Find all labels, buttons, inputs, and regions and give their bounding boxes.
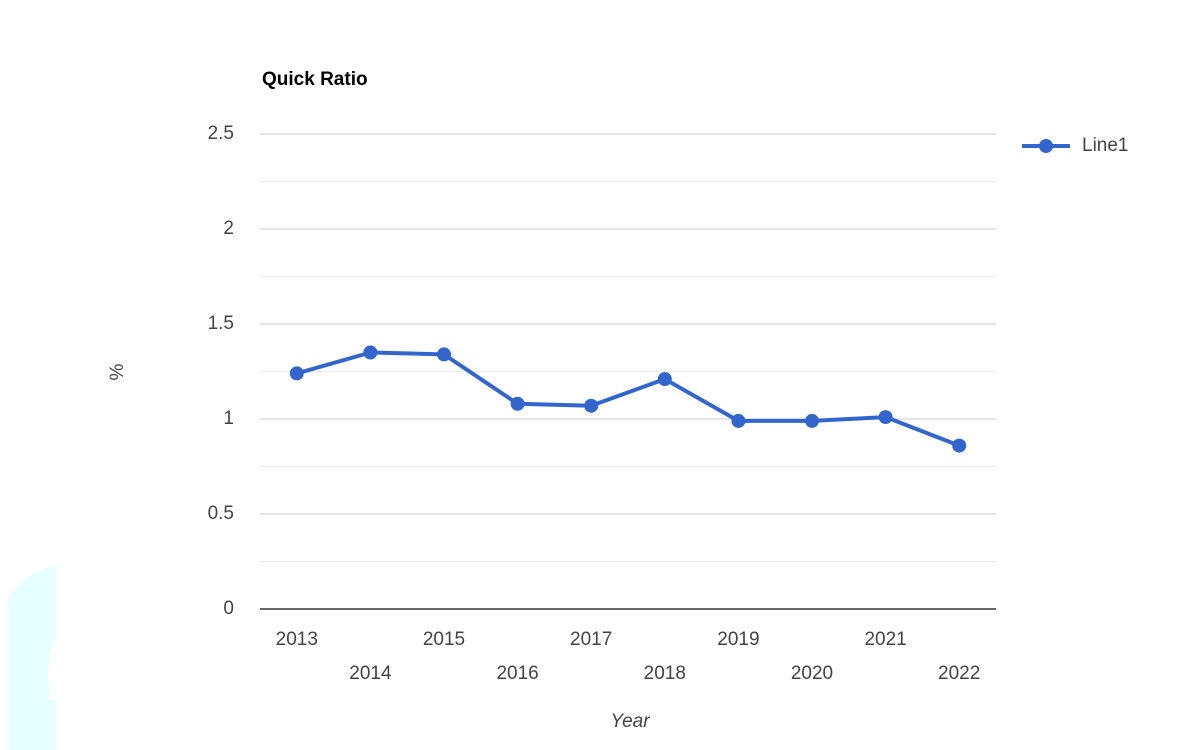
x-tick-label: 2018 — [644, 663, 686, 684]
y-tick-label: 1 — [223, 408, 234, 429]
point — [952, 438, 967, 453]
x-tick-label: 2019 — [717, 629, 759, 650]
point — [289, 366, 304, 381]
x-tick-label: 2013 — [276, 629, 318, 650]
point — [805, 413, 819, 428]
x-tick-label: 2016 — [496, 663, 538, 684]
legend-label: Line1 — [1082, 135, 1129, 156]
x-tick-label: 2017 — [570, 629, 612, 650]
point — [510, 396, 525, 411]
point — [584, 398, 599, 413]
chart-title: Quick Ratio — [262, 69, 368, 90]
point — [437, 347, 451, 362]
y-tick-label: 1.5 — [208, 313, 234, 334]
point — [363, 345, 378, 360]
x-tick-label: 2015 — [423, 629, 465, 650]
background-shape — [8, 565, 56, 750]
y-axis-label: % — [107, 363, 128, 380]
point — [731, 413, 746, 428]
line — [296, 350, 960, 448]
point — [878, 410, 893, 425]
y-tick-label: 2.5 — [208, 123, 234, 144]
legend-marker — [1039, 139, 1053, 153]
background-shape-cut — [48, 640, 56, 700]
y-tick-label: 0.5 — [208, 503, 234, 524]
y-tick-label: 2 — [223, 218, 234, 239]
x-tick-label: 2022 — [938, 663, 980, 684]
y-tick-label: 0 — [223, 598, 234, 619]
x-axis-label: Year — [610, 711, 650, 732]
x-tick-label: 2020 — [791, 663, 833, 684]
point — [657, 372, 672, 387]
x-tick-label: 2021 — [864, 629, 906, 650]
x-tick-label: 2014 — [349, 663, 392, 684]
